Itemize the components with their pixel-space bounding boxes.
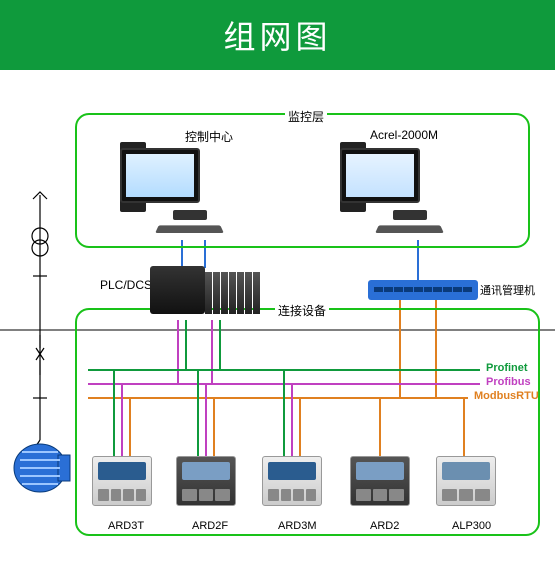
title-text: 组网图	[223, 12, 331, 58]
protocol-profibus-label: Profibus	[486, 376, 531, 388]
device-ard2f-label: ARD2F	[192, 520, 228, 532]
plc-device	[150, 266, 260, 321]
protocol-profinet-label: Profinet	[486, 362, 528, 374]
plc-label: PLC/DCS	[100, 278, 152, 292]
monitor-layer-label: 监控层	[285, 108, 327, 125]
acrel-label: Acrel-2000M	[370, 128, 438, 142]
device-ard2f	[176, 456, 236, 506]
control-center-workstation	[120, 142, 240, 242]
comm-mgr-label: 通讯管理机	[480, 282, 535, 298]
device-ard2-label: ARD2	[370, 520, 399, 532]
comm-mgr-device	[368, 280, 478, 300]
device-ard3m	[262, 456, 322, 506]
device-alp300-label: ALP300	[452, 520, 491, 532]
protocol-modbus-label: ModbusRTU	[474, 390, 539, 402]
device-ard2	[350, 456, 410, 506]
device-layer-label: 连接设备	[275, 302, 329, 319]
device-ard3m-label: ARD3M	[278, 520, 317, 532]
device-ard3t-label: ARD3T	[108, 520, 144, 532]
device-alp300	[436, 456, 496, 506]
title-bar: 组网图	[0, 0, 555, 70]
acrel-workstation	[340, 142, 460, 242]
device-ard3t	[92, 456, 152, 506]
